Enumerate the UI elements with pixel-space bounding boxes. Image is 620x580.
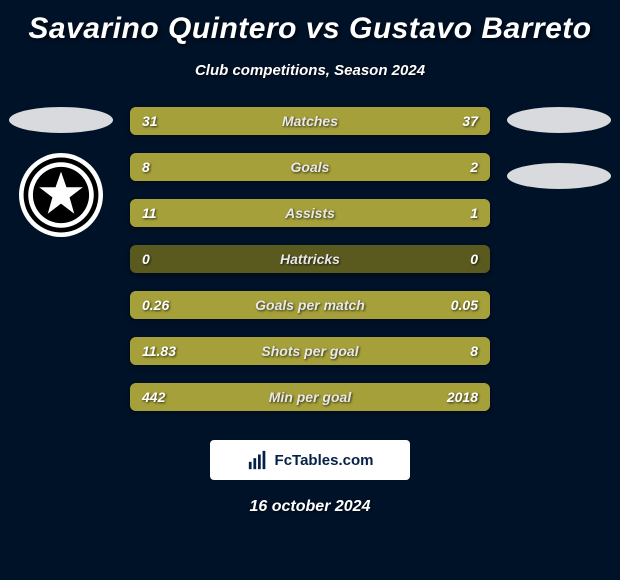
stat-row: 00Hattricks [130, 245, 490, 273]
stat-label: Min per goal [130, 383, 490, 411]
player-right-column [504, 107, 614, 189]
page-title: Savarino Quintero vs Gustavo Barreto [0, 0, 620, 46]
stat-label: Goals [130, 153, 490, 181]
comparison-content: 3137Matches 82Goals 111Assists 00Hattricks 0… [0, 107, 620, 427]
club-badge-left [19, 153, 103, 237]
stat-row: 4422018Min per goal [130, 383, 490, 411]
watermark[interactable]: FcTables.com [210, 440, 410, 480]
player-right-avatar-placeholder [507, 107, 611, 133]
stat-label: Hattricks [130, 245, 490, 273]
stat-row: 11.838Shots per goal [130, 337, 490, 365]
stat-bars: 3137Matches 82Goals 111Assists 00Hattricks 0… [130, 107, 490, 411]
star-club-icon [22, 156, 100, 234]
stat-row: 82Goals [130, 153, 490, 181]
stat-label: Matches [130, 107, 490, 135]
club-badge-right-placeholder [507, 163, 611, 189]
stat-label: Shots per goal [130, 337, 490, 365]
stat-row: 111Assists [130, 199, 490, 227]
stat-label: Assists [130, 199, 490, 227]
stat-label: Goals per match [130, 291, 490, 319]
player-left-column [6, 107, 116, 237]
stat-row: 3137Matches [130, 107, 490, 135]
player-left-avatar-placeholder [9, 107, 113, 133]
stat-row: 0.260.05Goals per match [130, 291, 490, 319]
snapshot-date: 16 october 2024 [0, 498, 620, 516]
watermark-text: FcTables.com [275, 452, 374, 469]
chart-icon [247, 449, 269, 471]
page-subtitle: Club competitions, Season 2024 [0, 62, 620, 79]
